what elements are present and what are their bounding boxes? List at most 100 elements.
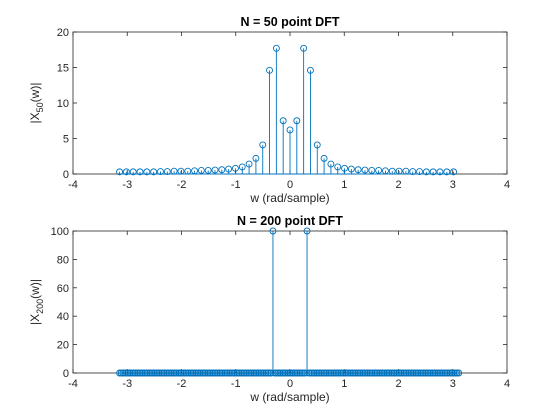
stem-marker xyxy=(354,369,362,377)
stem-marker xyxy=(240,369,248,377)
stem-marker xyxy=(237,369,245,377)
y-tick-label: 100 xyxy=(51,226,69,238)
stem-marker xyxy=(407,369,415,377)
stem-marker xyxy=(209,369,217,377)
x-tick-label: -2 xyxy=(177,378,187,390)
stem-marker xyxy=(121,369,129,377)
stem-marker xyxy=(157,369,164,377)
stem-marker xyxy=(416,369,423,377)
y-tick-label: 15 xyxy=(57,63,69,75)
x-tick-label: -4 xyxy=(68,378,78,390)
stem-marker xyxy=(249,369,256,377)
stem-marker xyxy=(252,154,260,162)
stem-marker xyxy=(216,369,224,377)
stem-marker xyxy=(303,227,311,235)
stem-marker xyxy=(378,369,386,377)
stem-marker xyxy=(187,369,195,377)
subplot-1: N = 50 point DFT -4 -3 -2 -1 0 1 2 3 4 0 5 10 15 20 w (… xyxy=(28,15,510,205)
stem-marker xyxy=(279,117,287,125)
stem-marker xyxy=(320,369,328,377)
stem-marker xyxy=(400,369,408,377)
stem-marker xyxy=(230,369,238,377)
stem-marker xyxy=(380,369,388,377)
stem-marker xyxy=(354,166,362,174)
stem-marker xyxy=(228,369,236,377)
stem-marker xyxy=(293,117,301,125)
stem-marker xyxy=(397,369,405,377)
stem-marker xyxy=(375,166,383,174)
y-axis-label-tail: (w)| xyxy=(28,83,42,103)
y-tick-label: 20 xyxy=(57,340,69,352)
stem-marker xyxy=(226,369,234,377)
stem-marker xyxy=(335,369,343,377)
stem-marker xyxy=(313,369,321,377)
stem-marker xyxy=(175,369,183,377)
x-tick-label: 1 xyxy=(341,179,347,191)
stem-marker xyxy=(409,168,417,175)
stem-marker xyxy=(208,369,216,377)
stem-marker xyxy=(368,166,376,174)
stem-marker xyxy=(424,369,432,377)
stem-marker xyxy=(163,168,171,175)
stem-marker xyxy=(295,369,302,377)
stem-marker xyxy=(320,154,328,162)
stem-marker xyxy=(260,369,268,377)
x-tick-label: 3 xyxy=(450,378,456,390)
stem-marker xyxy=(443,369,451,377)
stem-marker xyxy=(134,369,142,377)
stem-marker xyxy=(436,369,444,377)
stem-marker xyxy=(371,369,379,377)
stem-marker xyxy=(128,369,135,377)
stem-marker xyxy=(381,167,389,175)
stem-marker xyxy=(438,369,446,377)
stem-marker xyxy=(450,168,458,176)
stem-marker xyxy=(330,369,338,377)
stem-marker xyxy=(361,369,369,377)
stem-marker xyxy=(381,369,389,377)
stem-marker xyxy=(310,369,318,377)
stem-marker xyxy=(133,369,141,377)
stem-marker xyxy=(341,369,348,377)
stem-marker xyxy=(274,369,282,377)
stem-marker xyxy=(163,369,171,377)
stem-marker xyxy=(417,369,425,377)
y-axis-label: |X200(w)| xyxy=(28,279,45,325)
stem-marker xyxy=(402,167,410,175)
stem-marker xyxy=(204,166,212,174)
stem-marker xyxy=(126,369,134,377)
stem-marker xyxy=(199,369,207,377)
stem-marker xyxy=(439,369,447,377)
stem-marker xyxy=(308,369,316,377)
stem-marker xyxy=(255,369,263,377)
stem-marker xyxy=(305,369,313,377)
stem-marker xyxy=(409,369,417,377)
chart-title: N = 200 point DFT xyxy=(237,214,343,228)
y-axis-label-tail: (w)| xyxy=(28,279,42,299)
stem-marker xyxy=(168,369,176,377)
stem-marker xyxy=(245,160,253,168)
stem-marker xyxy=(298,369,306,377)
stem-marker xyxy=(189,369,197,377)
stem-marker xyxy=(232,164,239,172)
stem-marker xyxy=(225,165,233,173)
stem-marker xyxy=(414,369,422,377)
stem-marker xyxy=(334,163,342,171)
stem-marker xyxy=(361,166,369,174)
stem-marker xyxy=(267,369,275,377)
stem-marker xyxy=(232,369,239,377)
stem-marker xyxy=(395,369,403,377)
stem-marker xyxy=(322,369,330,377)
chart-title: N = 50 point DFT xyxy=(241,15,340,29)
stem-marker xyxy=(243,369,251,377)
stem-marker xyxy=(359,369,367,377)
stem-marker xyxy=(122,168,130,176)
stem-marker xyxy=(167,369,175,377)
x-tick-label: 1 xyxy=(341,378,347,390)
stem-marker xyxy=(296,369,304,377)
stem-marker xyxy=(146,369,154,377)
stem-marker xyxy=(191,369,199,377)
stem-marker xyxy=(445,369,452,377)
stem-marker xyxy=(356,369,364,377)
stem-marker xyxy=(252,369,260,377)
stem-marker xyxy=(289,369,297,377)
